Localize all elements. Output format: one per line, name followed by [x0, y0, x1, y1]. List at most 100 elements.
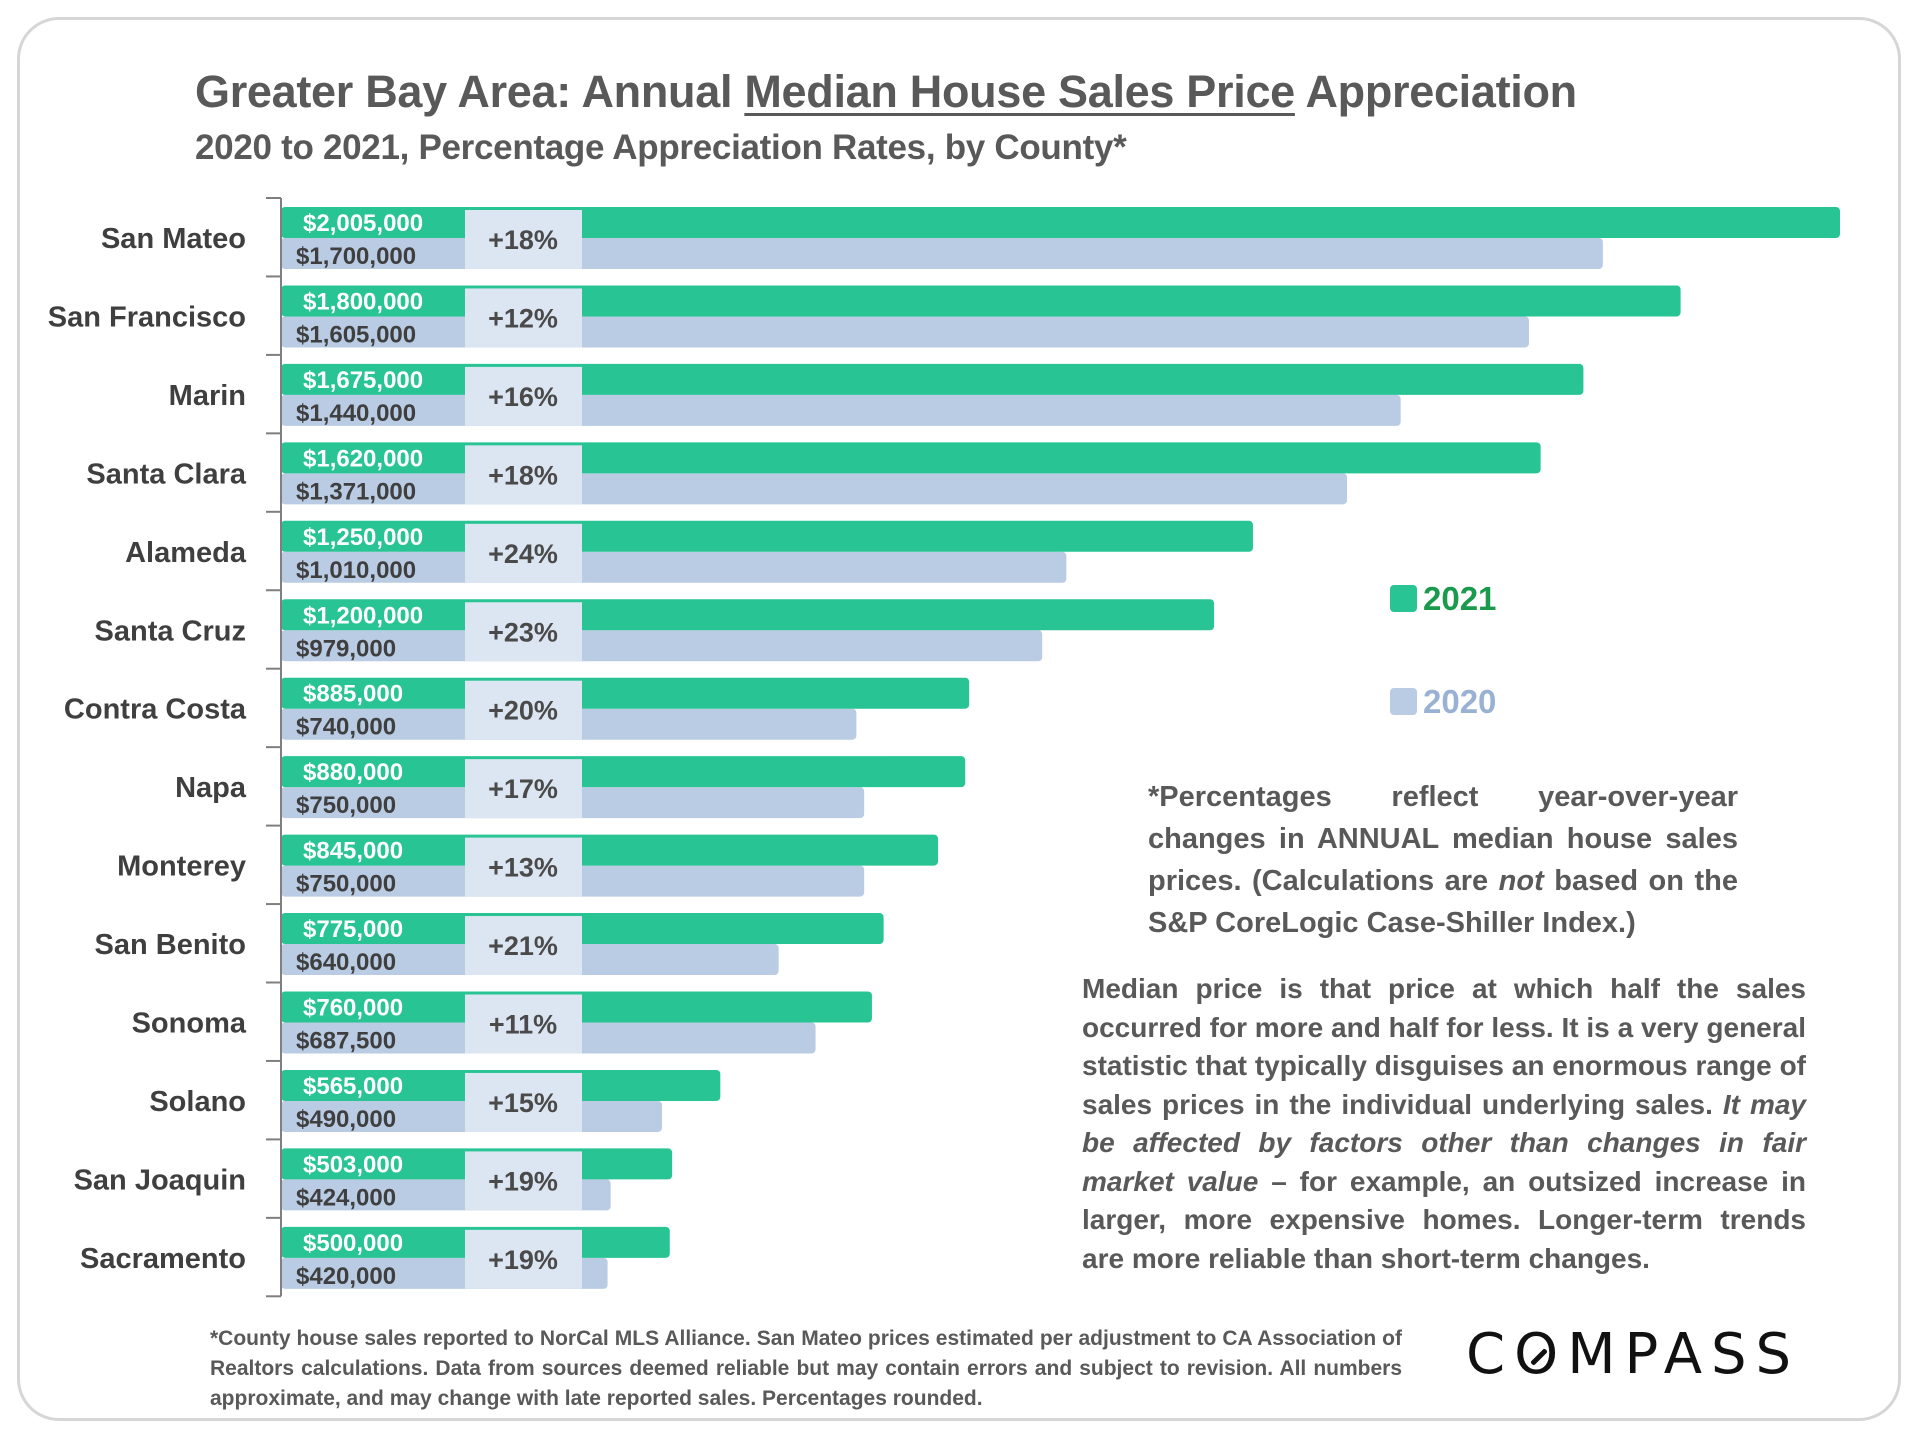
value-label-2020: $1,371,000	[296, 478, 416, 505]
value-label-2021: $885,000	[303, 681, 403, 708]
bar-2021	[281, 834, 939, 866]
value-label-2020: $490,000	[296, 1106, 396, 1133]
legend-swatch-2021	[1390, 584, 1417, 612]
note1-text-a: *Percentages reflect year-over-year chan…	[1148, 781, 1738, 897]
legend-item-2020: 2020	[1390, 683, 1496, 721]
category-label: Alameda	[125, 537, 247, 569]
bar-2021	[281, 913, 884, 945]
pct-box	[465, 1151, 582, 1211]
legend-label-2020: 2020	[1423, 683, 1497, 720]
pct-label: +11%	[489, 1010, 557, 1040]
bar-2021	[281, 207, 1840, 238]
value-label-2021: $760,000	[303, 995, 403, 1022]
pct-label: +15%	[488, 1088, 558, 1118]
title-underlined: Median House Sales Price	[744, 66, 1295, 117]
title-suffix: Appreciation	[1294, 66, 1577, 117]
value-label-2021: $1,800,000	[303, 288, 423, 315]
pct-box	[465, 837, 582, 897]
bar-2020	[281, 238, 1603, 269]
value-label-2021: $1,200,000	[303, 602, 423, 629]
value-label-2020: $424,000	[296, 1184, 396, 1211]
note2-emphasis: It may be affected by factors other than…	[1082, 1088, 1806, 1197]
logo-c: C	[1466, 1322, 1515, 1387]
pct-label: +23%	[488, 617, 558, 647]
note2-text-a: Median price is that price at which half…	[1082, 973, 1806, 1120]
pct-box	[465, 523, 582, 583]
category-label: San Joaquin	[74, 1164, 246, 1196]
category-label: Monterey	[117, 851, 246, 883]
pct-label: +24%	[488, 539, 558, 569]
bar-2021	[281, 756, 966, 788]
pct-box	[465, 602, 582, 662]
category-label: Marin	[169, 380, 246, 412]
pct-box	[465, 680, 582, 740]
pct-box	[465, 445, 582, 505]
pct-label: +19%	[488, 1245, 558, 1275]
logo-o-compass-icon: O	[1514, 1322, 1568, 1387]
pct-box	[465, 210, 582, 269]
category-label: Solano	[149, 1086, 246, 1118]
pct-label: +13%	[488, 853, 558, 883]
pct-label: +21%	[488, 931, 558, 961]
category-label: Santa Cruz	[95, 615, 246, 647]
category-label: San Benito	[95, 929, 246, 961]
value-label-2020: $640,000	[296, 949, 396, 976]
value-label-2020: $1,440,000	[296, 400, 416, 427]
pct-box	[465, 994, 582, 1054]
value-label-2020: $750,000	[296, 792, 396, 819]
category-label: San Francisco	[48, 301, 246, 333]
category-label: Sacramento	[80, 1243, 246, 1275]
pct-label: +17%	[488, 774, 558, 804]
category-label: Napa	[175, 772, 247, 804]
value-label-2021: $845,000	[303, 838, 403, 865]
pct-label: +12%	[488, 303, 558, 333]
pct-box	[465, 288, 582, 348]
compass-logo: COMPASS	[1466, 1322, 1800, 1387]
value-label-2020: $750,000	[296, 871, 396, 898]
legend-swatch-2020	[1390, 687, 1417, 715]
logo-rest: MPASS	[1567, 1322, 1801, 1387]
pct-label: +18%	[488, 225, 558, 255]
chart-title: Greater Bay Area: Annual Median House Sa…	[195, 66, 1577, 118]
footer-source-note: *County house sales reported to NorCal M…	[210, 1327, 1402, 1410]
pct-label: +20%	[488, 696, 558, 726]
value-label-2021: $1,620,000	[303, 445, 423, 472]
bar-2020	[281, 394, 1401, 426]
value-label-2020: $420,000	[296, 1263, 396, 1290]
note1-emphasis: not	[1498, 865, 1544, 897]
bar-2021	[281, 442, 1541, 474]
value-label-2021: $565,000	[303, 1073, 403, 1100]
pct-label: +16%	[488, 382, 558, 412]
category-label: Santa Clara	[86, 458, 246, 490]
pct-box	[465, 916, 582, 976]
value-label-2020: $1,605,000	[296, 321, 416, 348]
pct-box	[465, 1072, 582, 1132]
bar-2021	[281, 285, 1681, 317]
bar-2020	[281, 316, 1529, 348]
bar-2021	[281, 677, 970, 709]
legend-label-2021: 2021	[1423, 580, 1497, 617]
note-percentages: *Percentages reflect year-over-year chan…	[1148, 776, 1738, 944]
category-label: Sonoma	[132, 1008, 247, 1040]
note2-text-b: – for example, an outsized increase in l…	[1082, 1165, 1806, 1274]
title-prefix: Greater Bay Area: Annual	[195, 66, 745, 117]
pct-box	[465, 759, 582, 819]
pct-label: +19%	[488, 1166, 558, 1196]
value-label-2021: $1,250,000	[303, 524, 423, 551]
note1-text-b: based on the S&P CoreLogic Case-Shiller …	[1148, 865, 1738, 939]
value-label-2020: $687,500	[296, 1028, 396, 1055]
bar-2021	[281, 363, 1584, 395]
pct-box	[465, 1229, 582, 1289]
value-label-2021: $503,000	[303, 1151, 403, 1178]
bar-2020	[281, 473, 1348, 505]
value-label-2021: $1,675,000	[303, 367, 423, 394]
category-label: San Mateo	[101, 223, 246, 255]
value-label-2020: $1,700,000	[296, 243, 416, 270]
pct-box	[465, 366, 582, 426]
value-label-2020: $979,000	[296, 635, 396, 662]
value-label-2021: $2,005,000	[303, 210, 423, 237]
chart-subtitle: 2020 to 2021, Percentage Appreciation Ra…	[195, 128, 1127, 167]
value-label-2021: $880,000	[303, 759, 403, 786]
bar-2021	[281, 520, 1253, 552]
